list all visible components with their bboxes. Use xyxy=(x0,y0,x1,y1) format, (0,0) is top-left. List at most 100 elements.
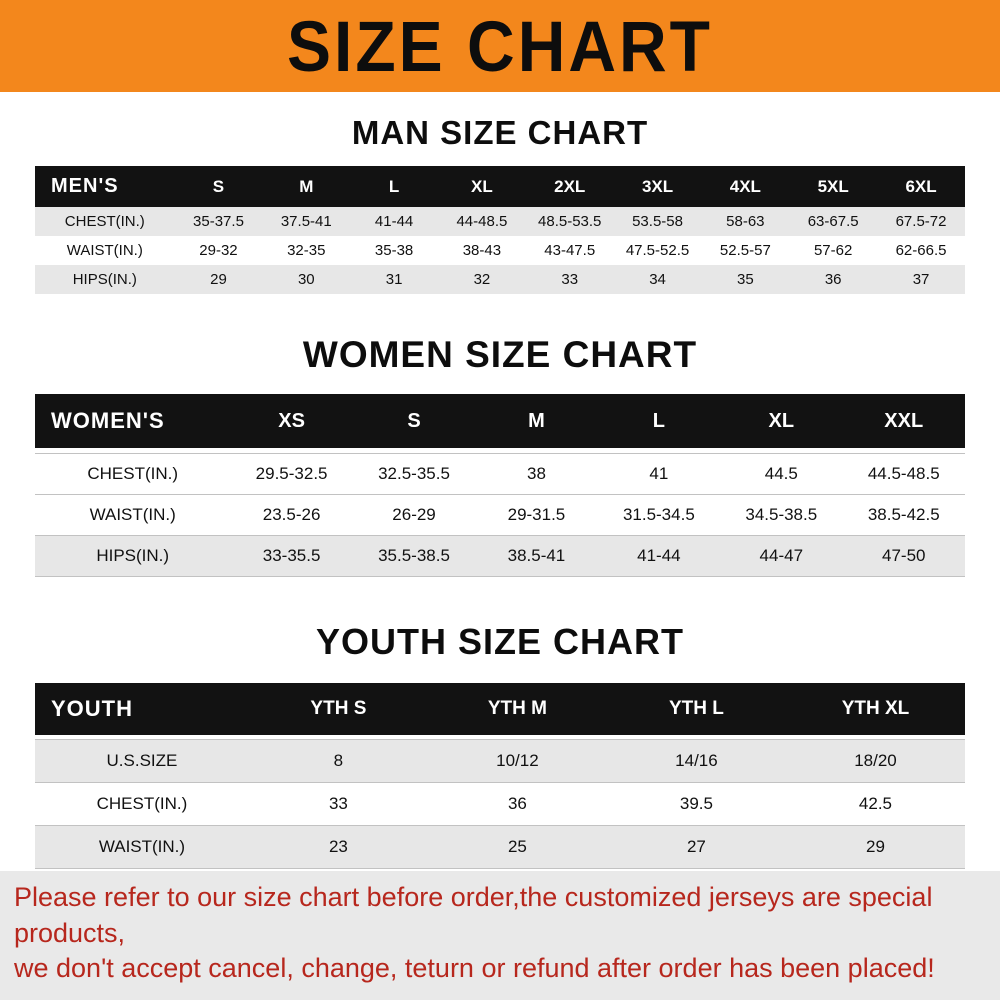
size-cell: 38.5-41 xyxy=(475,536,598,577)
size-cell: 31 xyxy=(385,271,403,288)
size-cell: 29-31.5 xyxy=(475,495,598,536)
column-header: 3XL xyxy=(613,166,702,207)
size-cell: 32 xyxy=(473,271,491,288)
size-cell: 47.5-52.5 xyxy=(625,242,690,259)
size-cell: 42.5 xyxy=(785,783,965,826)
size-cell: 31.5-34.5 xyxy=(597,495,721,536)
column-header: M xyxy=(262,166,351,207)
men-header-row: MEN'S S M L XL 2XL 3XL 4XL 5XL 6XL xyxy=(35,166,965,207)
table-row: CHEST(IN.) 33 36 39.5 42.5 xyxy=(35,783,965,826)
size-cell: 32-35 xyxy=(287,242,326,259)
size-cell: 14/16 xyxy=(606,739,786,783)
size-cell: 58-63 xyxy=(726,213,765,230)
youth-chart-heading: YOUTH SIZE CHART xyxy=(315,621,684,662)
table-row: WAIST(IN.) 23.5-26 26-29 29-31.5 31.5-34… xyxy=(35,495,965,536)
size-cell: 23.5-26 xyxy=(230,495,353,536)
column-header: YTH M xyxy=(427,683,607,739)
women-table-label: WOMEN'S xyxy=(35,394,231,453)
youth-size-table: YOUTH YTH S YTH M YTH L YTH XL U.S.SIZE … xyxy=(35,683,965,912)
size-cell: 35 xyxy=(737,271,754,288)
row-label: WAIST(IN.) xyxy=(35,826,249,869)
row-label: WAIST(IN.) xyxy=(66,242,143,259)
column-header: YTH L xyxy=(606,683,786,739)
size-cell: 29.5-32.5 xyxy=(230,453,353,495)
column-header: 4XL xyxy=(701,166,790,207)
youth-header-row: YOUTH YTH S YTH M YTH L YTH XL xyxy=(35,683,965,739)
table-row: HIPS(IN.) 29 30 31 32 33 34 35 36 37 xyxy=(35,265,965,294)
row-label: CHEST(IN.) xyxy=(64,213,145,230)
size-cell: 67.5-72 xyxy=(895,213,947,230)
size-cell: 53.5-58 xyxy=(632,213,683,230)
size-cell: 26-29 xyxy=(352,495,476,536)
column-header: 5XL xyxy=(789,166,878,207)
size-cell: 48.5-53.5 xyxy=(538,213,602,230)
column-header: XS xyxy=(230,394,353,453)
size-cell: 29-32 xyxy=(199,242,238,259)
size-cell: 38.5-42.5 xyxy=(842,495,965,536)
size-cell: 32.5-35.5 xyxy=(352,453,476,495)
women-section: WOMEN SIZE CHART WOMEN'S XS S M L XL XXL… xyxy=(0,294,1000,577)
size-cell: 18/20 xyxy=(785,739,965,783)
banner: SIZE CHART xyxy=(0,0,1000,92)
men-table-label: MEN'S xyxy=(35,166,175,207)
youth-table-label: YOUTH xyxy=(35,683,249,739)
row-label: HIPS(IN.) xyxy=(72,271,137,288)
women-chart-heading: WOMEN SIZE CHART xyxy=(302,334,698,375)
page-title: SIZE CHART xyxy=(287,6,713,86)
size-cell: 39.5 xyxy=(606,783,786,826)
size-cell: 44.5-48.5 xyxy=(842,453,965,495)
size-cell: 30 xyxy=(297,271,315,288)
size-cell: 35-38 xyxy=(374,242,414,259)
column-header: XL xyxy=(720,394,843,453)
column-header: 6XL xyxy=(877,166,965,207)
size-cell: 44-47 xyxy=(720,536,843,577)
size-cell: 23 xyxy=(248,826,428,869)
size-cell: 36 xyxy=(824,271,842,288)
size-cell: 41 xyxy=(597,453,721,495)
men-section: MAN SIZE CHART MEN'S S M L XL 2XL 3XL 4X… xyxy=(0,92,1000,294)
column-header: YTH XL xyxy=(785,683,965,739)
size-cell: 47-50 xyxy=(842,536,965,577)
size-cell: 62-66.5 xyxy=(895,242,947,259)
youth-section: YOUTH SIZE CHART YOUTH YTH S YTH M YTH L… xyxy=(0,577,1000,912)
size-cell: 43-47.5 xyxy=(544,242,596,259)
row-label: U.S.SIZE xyxy=(35,739,249,783)
table-row: WAIST(IN.) 29-32 32-35 35-38 38-43 43-47… xyxy=(35,236,965,265)
size-cell: 35.5-38.5 xyxy=(352,536,476,577)
table-row: WAIST(IN.) 23 25 27 29 xyxy=(35,826,965,869)
size-cell: 63-67.5 xyxy=(807,213,859,230)
size-cell: 33 xyxy=(248,783,428,826)
size-cell: 52.5-57 xyxy=(719,242,771,259)
size-cell: 41-44 xyxy=(374,213,414,230)
size-cell: 34 xyxy=(649,271,666,288)
women-size-table: WOMEN'S XS S M L XL XXL CHEST(IN.) 29.5-… xyxy=(35,394,965,577)
size-cell: 33 xyxy=(561,271,579,288)
size-cell: 35-37.5 xyxy=(193,213,244,230)
note-line: Please refer to our size chart before or… xyxy=(14,882,933,948)
size-cell: 57-62 xyxy=(813,242,853,259)
size-cell: 44-48.5 xyxy=(456,213,508,230)
men-size-table: MEN'S S M L XL 2XL 3XL 4XL 5XL 6XL CHEST… xyxy=(35,166,965,294)
size-cell: 34.5-38.5 xyxy=(720,495,843,536)
size-cell: 10/12 xyxy=(427,739,607,783)
column-header: L xyxy=(597,394,721,453)
table-row: CHEST(IN.) 29.5-32.5 32.5-35.5 38 41 44.… xyxy=(35,453,965,495)
size-cell: 8 xyxy=(248,739,428,783)
column-header: L xyxy=(350,166,438,207)
disclaimer-note: Please refer to our size chart before or… xyxy=(0,871,1000,1000)
size-cell: 36 xyxy=(427,783,607,826)
row-label: WAIST(IN.) xyxy=(35,495,231,536)
men-chart-heading: MAN SIZE CHART xyxy=(351,114,649,151)
size-cell: 37 xyxy=(912,271,930,288)
column-header: S xyxy=(174,166,263,207)
table-row: CHEST(IN.) 35-37.5 37.5-41 41-44 44-48.5… xyxy=(35,207,965,236)
size-cell: 29 xyxy=(785,826,965,869)
size-cell: 44.5 xyxy=(720,453,843,495)
size-cell: 33-35.5 xyxy=(230,536,353,577)
column-header: XXL xyxy=(842,394,965,453)
women-header-row: WOMEN'S XS S M L XL XXL xyxy=(35,394,965,453)
table-row: U.S.SIZE 8 10/12 14/16 18/20 xyxy=(35,739,965,783)
column-header: YTH S xyxy=(248,683,428,739)
size-cell: 37.5-41 xyxy=(280,213,332,230)
note-line: we don't accept cancel, change, teturn o… xyxy=(14,953,935,984)
